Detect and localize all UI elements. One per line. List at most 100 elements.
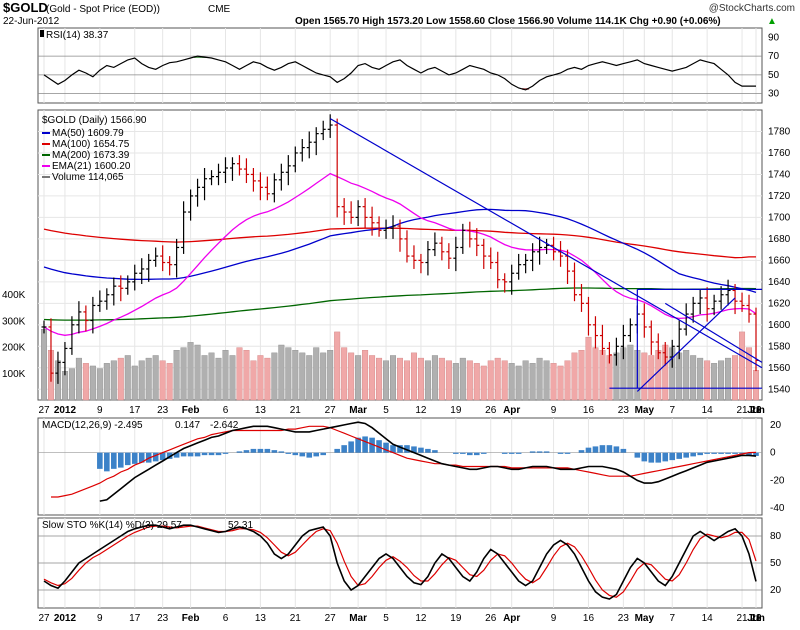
macd-hist-bar <box>711 452 717 454</box>
macd-hist-bar <box>131 452 138 464</box>
x-tick-label: 14 <box>702 405 714 416</box>
x-tick-label: Jun <box>747 613 765 624</box>
x-tick-label: 26 <box>485 613 497 624</box>
quote-line: Open 1565.70 High 1573.20 Low 1558.60 Cl… <box>295 16 721 27</box>
volume-bar <box>138 360 145 401</box>
x-tick-label: 29 <box>750 613 762 624</box>
volume-bar <box>68 368 75 401</box>
volume-bar <box>278 344 285 401</box>
x-tick-label: 27 <box>38 405 50 416</box>
x-tick-label: 2012 <box>54 405 77 416</box>
macd-frame <box>37 417 763 516</box>
x-tick-label: 26 <box>485 405 497 416</box>
macd-hist-bar <box>117 452 124 468</box>
sto-tick-label: 20 <box>770 585 782 596</box>
volume-bar <box>390 355 397 401</box>
macd-hist-bar <box>718 452 724 454</box>
macd-hist-bar <box>362 436 368 453</box>
macd-hist-bar <box>725 452 731 454</box>
macd-hist-bar <box>739 452 745 454</box>
x-tick-label: Mar <box>349 613 367 624</box>
price-tick-label: 1720 <box>768 191 791 202</box>
volume-bar <box>508 363 515 401</box>
x-tick-label: 19 <box>450 613 462 624</box>
volume-bar <box>159 360 166 401</box>
x-tick-label: Feb <box>182 613 200 624</box>
macd-hist-bar <box>480 452 487 454</box>
volume-bar <box>445 360 452 401</box>
price-panel: 1540 1560 1580 1600 1620 1640 1660 1680 1700 1720… <box>2 114 791 401</box>
x-tick-label: 9 <box>551 405 557 416</box>
volume-bar <box>725 357 732 401</box>
x-tick-label: 29 <box>750 405 762 416</box>
x-tick-label: 6 <box>223 613 229 624</box>
macd-hist-bar <box>97 452 103 469</box>
x-tick-label: 12 <box>415 613 427 624</box>
volume-bar <box>285 347 292 401</box>
volume-bar <box>564 360 571 401</box>
sto-k-line <box>43 524 757 600</box>
x-tick-label: 23 <box>157 613 169 624</box>
volume-bar <box>173 350 180 401</box>
macd-hist-bar <box>704 452 710 454</box>
rsi-oversold-fill <box>522 88 530 90</box>
x-tick-label: May <box>635 613 655 624</box>
macd-hist-bar <box>613 446 620 453</box>
volume-bar <box>180 347 187 401</box>
macd-hist-bar <box>152 452 159 462</box>
volume-bar <box>431 355 438 401</box>
volume-bar <box>292 350 299 401</box>
macd-hist-bar <box>208 452 215 456</box>
rsi-line <box>43 55 756 91</box>
macd-panel: -40 -20 0 20 MACD(12,26,9) -2.495 0.147 -2.642 <box>38 420 785 514</box>
x-tick-label: 9 <box>551 613 557 624</box>
legend-label: Volume 114,065 <box>52 172 124 183</box>
volume-bar <box>61 370 68 401</box>
sto-title: Slow STO %K(14) %D(3) 29.57 <box>42 520 182 531</box>
macd-hist-bar <box>376 440 382 453</box>
macd-hist-bar <box>104 452 110 472</box>
volume-bar <box>243 350 250 401</box>
macd-hist-bar <box>669 452 676 461</box>
macd-hist-bar <box>648 452 655 463</box>
volume-bar <box>543 360 550 401</box>
macd-hist-bar <box>460 452 466 454</box>
macd-hist-bar <box>655 452 662 463</box>
x-tick-label: 17 <box>129 405 141 416</box>
x-tick-label: 12 <box>415 405 427 416</box>
volume-bar <box>438 357 445 401</box>
macd-hist-bar <box>683 452 689 458</box>
volume-bar <box>194 344 201 401</box>
volume-bar <box>306 355 313 401</box>
price-tick-label: 1580 <box>768 341 791 352</box>
x-tick-label: 13 <box>255 613 267 624</box>
macd-hist-bar <box>166 452 173 459</box>
x-tick-label: May <box>635 405 655 416</box>
macd-hist-bar <box>529 451 536 453</box>
volume-bar <box>96 368 103 401</box>
macd-hist-bar <box>313 452 320 457</box>
x-tick-label: 9 <box>97 613 103 624</box>
macd-hist-bar <box>697 452 703 456</box>
volume-bar <box>271 352 278 401</box>
macd-hist-bar <box>306 452 313 458</box>
volume-bar <box>264 357 271 401</box>
rsi-legend-marker <box>40 30 44 37</box>
volume-bar <box>341 347 348 401</box>
x-tick-label: 27 <box>325 405 337 416</box>
macd-hist-bar <box>690 452 696 457</box>
macd-hist-bar <box>453 452 459 454</box>
x-tick-label: 14 <box>702 613 714 624</box>
macd-hist-bar <box>278 451 285 453</box>
macd-hist-bar <box>473 452 480 456</box>
macd-hist-bar <box>508 452 515 454</box>
price-tick-label: 1600 <box>768 320 791 331</box>
macd-hist-bar <box>159 452 166 461</box>
macd-hist-bar <box>348 441 354 453</box>
volume-bar <box>424 360 431 401</box>
x-tick-label: 23 <box>157 405 169 416</box>
macd-signal-value: 0.147 <box>175 420 200 431</box>
macd-hist-bar <box>746 452 752 456</box>
volume-bar <box>131 365 138 401</box>
legend-label: MA(50) 1609.79 <box>52 128 124 139</box>
